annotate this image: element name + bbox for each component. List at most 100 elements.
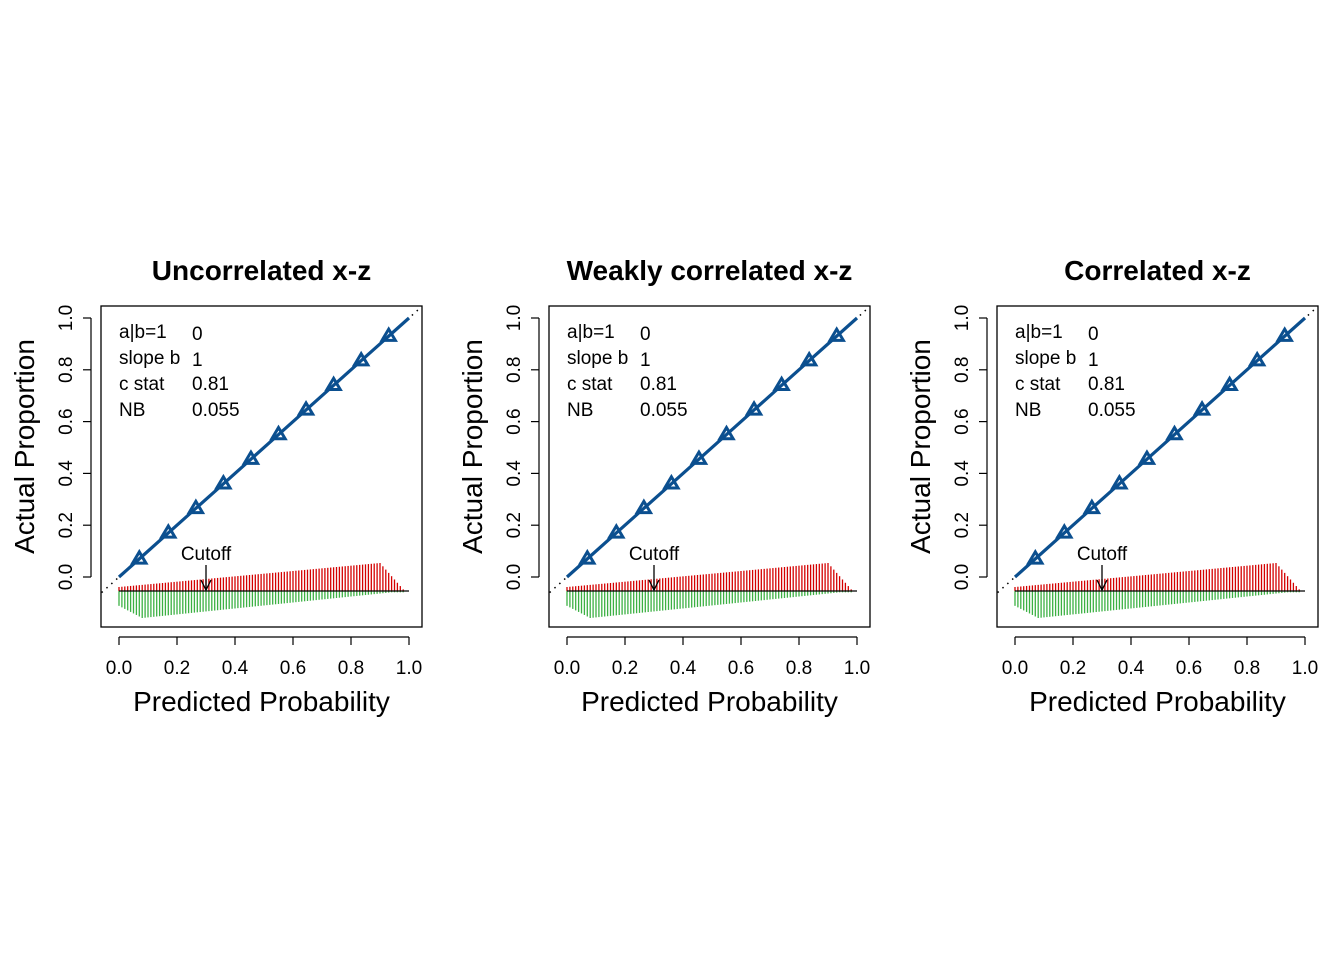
y-tick-label: 0.8: [56, 357, 77, 383]
x-tick-label: 0.8: [1234, 658, 1260, 679]
stat-value: 0.81: [1088, 374, 1125, 395]
stat-label: slope b: [567, 348, 628, 369]
calibration-point: [186, 498, 206, 515]
calibration-point: [772, 375, 791, 392]
y-tick-label: 0.6: [56, 408, 77, 434]
plot-area: [101, 307, 422, 618]
calibration-point: [744, 400, 764, 416]
calibration-point: [269, 424, 288, 441]
stat-value: 0: [192, 324, 203, 345]
stat-label: c stat: [567, 374, 613, 395]
calibration-panel: Uncorrelated x-z 0.0 0.2 0.4 0.6 0.8 1.0 Predic…: [9, 255, 423, 717]
x-tick-label: 0.8: [338, 658, 364, 679]
calibration-point: [634, 498, 654, 515]
stat-label: slope b: [1015, 348, 1076, 369]
y-axis-label: Actual Proportion: [9, 339, 40, 554]
stat-label: c stat: [119, 374, 165, 395]
chart-title: Weakly correlated x-z: [567, 255, 853, 286]
y-tick-label: 0.4: [952, 460, 973, 487]
calibration-point: [214, 473, 233, 490]
calibration-point: [351, 350, 371, 367]
calibration-point: [1220, 375, 1239, 392]
y-tick-label: 0.4: [504, 460, 525, 487]
stat-value: 0.81: [640, 374, 677, 395]
calibration-point: [241, 449, 261, 465]
x-tick-label: 1.0: [396, 658, 422, 679]
plot-area: [997, 307, 1318, 618]
y-tick-label: 0.4: [56, 460, 77, 487]
stat-value: 0.055: [192, 400, 240, 421]
y-tick-label: 0.2: [952, 512, 973, 538]
calibration-point: [1275, 326, 1294, 342]
stat-label: NB: [1015, 400, 1041, 421]
calibration-point: [1110, 473, 1129, 490]
stat-label: NB: [567, 400, 593, 421]
x-tick-label: 0.4: [670, 658, 697, 679]
y-tick-label: 0.8: [504, 357, 525, 383]
calibration-point: [1055, 523, 1074, 539]
calibration-panel: Weakly correlated x-z 0.0 0.2 0.4 0.6 0.8 1.0 P…: [457, 255, 871, 717]
calibration-point: [578, 548, 597, 565]
x-tick-label: 1.0: [1292, 658, 1318, 679]
y-tick-label: 0.6: [952, 408, 973, 434]
calibration-point: [324, 375, 343, 392]
cutoff-label: Cutoff: [1077, 544, 1128, 565]
x-axis-label: Predicted Probability: [581, 686, 838, 717]
calibration-point: [827, 326, 846, 342]
calibration-point: [379, 326, 398, 342]
stat-label: a|b=1: [1015, 322, 1063, 343]
calibration-point: [1082, 498, 1102, 515]
y-tick-label: 0.2: [56, 512, 77, 538]
stat-label: slope b: [119, 348, 180, 369]
stat-label: NB: [119, 400, 145, 421]
cutoff-label: Cutoff: [629, 544, 680, 565]
y-tick-label: 0.8: [952, 357, 973, 383]
x-tick-label: 0.2: [1060, 658, 1086, 679]
probability-histogram: [118, 563, 404, 618]
x-tick-label: 0.6: [280, 658, 306, 679]
stat-label: a|b=1: [567, 322, 615, 343]
stat-label: a|b=1: [119, 322, 167, 343]
y-axis-label: Actual Proportion: [905, 339, 936, 554]
cutoff-arrow-head: [1096, 579, 1108, 592]
x-tick-label: 0.6: [728, 658, 754, 679]
calibration-point: [1026, 548, 1045, 565]
cutoff-arrow-head: [648, 579, 660, 592]
calibration-point: [1192, 400, 1212, 416]
stat-value: 0: [640, 324, 651, 345]
stat-value: 0.055: [1088, 400, 1136, 421]
calibration-panel: Correlated x-z 0.0 0.2 0.4 0.6 0.8 1.0 Predicte…: [905, 255, 1319, 717]
calibration-point: [1165, 424, 1184, 441]
x-tick-label: 0.2: [164, 658, 190, 679]
x-axis-label: Predicted Probability: [1029, 686, 1286, 717]
x-tick-label: 0.6: [1176, 658, 1202, 679]
x-tick-label: 0.0: [554, 658, 580, 679]
stat-value: 1: [640, 350, 651, 371]
calibration-point: [1247, 350, 1267, 367]
x-tick-label: 0.8: [786, 658, 812, 679]
calibration-point: [662, 473, 681, 490]
calibration-point: [607, 523, 626, 539]
probability-histogram: [1014, 563, 1300, 618]
plot-frame: [996, 305, 1319, 628]
plot-area: [549, 307, 870, 618]
y-tick-label: 1.0: [952, 305, 973, 331]
y-tick-label: 0.0: [952, 564, 973, 590]
cutoff-arrow-head: [200, 579, 212, 592]
x-tick-label: 0.4: [1118, 658, 1145, 679]
y-tick-label: 1.0: [504, 305, 525, 331]
x-tick-label: 0.4: [222, 658, 249, 679]
stat-value: 1: [192, 350, 203, 371]
stat-value: 0.055: [640, 400, 688, 421]
stat-value: 0: [1088, 324, 1099, 345]
stat-label: c stat: [1015, 374, 1061, 395]
probability-histogram: [566, 563, 852, 618]
y-tick-label: 1.0: [56, 305, 77, 331]
calibration-point: [689, 449, 709, 465]
cutoff-label: Cutoff: [181, 544, 232, 565]
x-tick-label: 1.0: [844, 658, 870, 679]
y-tick-label: 0.0: [56, 564, 77, 590]
calibration-point: [799, 350, 819, 367]
plot-frame: [548, 305, 871, 628]
